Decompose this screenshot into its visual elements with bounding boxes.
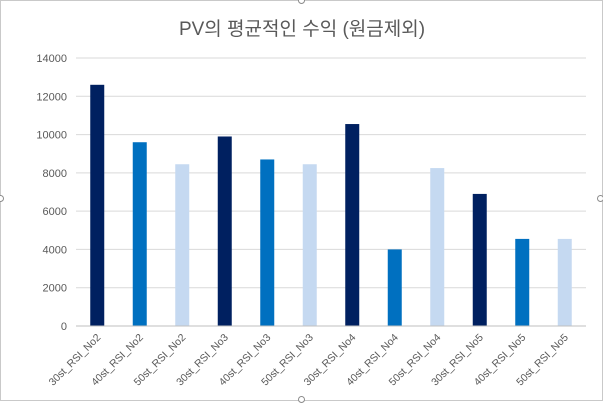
bar-50st_RSI_No4 [430, 168, 445, 326]
y-tick-label: 0 [61, 321, 67, 333]
x-axis-labels: 30st_RSI_No240st_RSI_No250st_RSI_No230st… [47, 332, 571, 389]
y-tick-label: 6000 [43, 206, 67, 218]
resize-handle-right[interactable] [597, 195, 603, 202]
bar-30st_RSI_No2 [90, 84, 105, 326]
bar-30st_RSI_No4 [345, 124, 360, 327]
gridlines [76, 57, 586, 289]
bars [90, 84, 572, 327]
bar-50st_RSI_No5 [557, 238, 572, 326]
bar-30st_RSI_No5 [472, 193, 487, 326]
y-tick-label: 2000 [43, 283, 67, 295]
bar-50st_RSI_No2 [175, 164, 190, 326]
chart-title: PV의 평균적인 수익 (원금제외) [179, 18, 425, 40]
bar-40st_RSI_No2 [132, 142, 147, 326]
y-tick-label: 14000 [36, 53, 67, 65]
y-tick-label: 8000 [43, 168, 67, 180]
y-tick-label: 4000 [43, 244, 67, 256]
bar-40st_RSI_No5 [515, 238, 530, 326]
y-tick-label: 12000 [36, 91, 67, 103]
y-axis-ticks: 0 2000 4000 6000 8000 10000 12000 14000 [36, 53, 67, 333]
y-tick-label: 10000 [36, 130, 67, 142]
bar-40st_RSI_No4 [387, 249, 402, 326]
resize-handle-bottom[interactable] [298, 396, 305, 403]
bar-50st_RSI_No3 [302, 164, 317, 326]
bar-30st_RSI_No3 [217, 136, 232, 326]
resize-handle-top[interactable] [298, 0, 305, 4]
resize-handle-left[interactable] [0, 195, 4, 202]
bar-40st_RSI_No3 [260, 159, 275, 326]
